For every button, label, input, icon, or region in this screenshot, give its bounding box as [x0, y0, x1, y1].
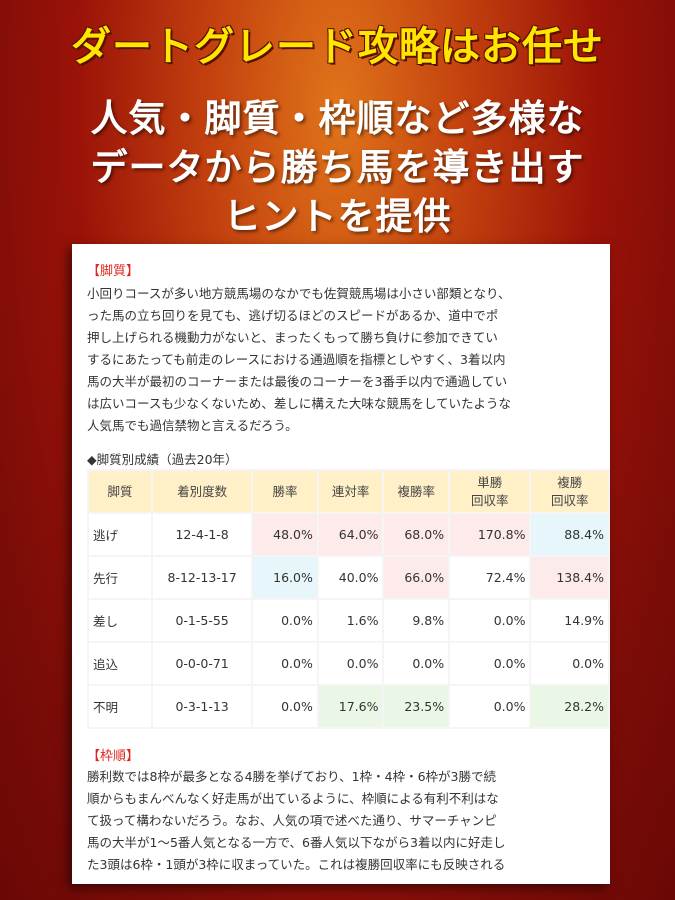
running-style-paragraph: 小回りコースが多い地方競馬場のなかでも佐賀競馬場は小さい部類となり、 った馬の立…: [87, 283, 610, 437]
column-header: 連対率: [316, 469, 385, 514]
row-label: 追込: [87, 641, 153, 686]
table-cell: 68.0%: [382, 512, 451, 557]
table-cell: 17.6%: [316, 684, 385, 729]
table-cell: 12-4-1-8: [150, 512, 254, 557]
paragraph-line: 馬の大半が1〜5番人気となる一方で、6番人気以下ながら3着以内に好走し: [87, 835, 506, 850]
table-cell: 48.0%: [251, 512, 319, 557]
table-cell: 0.0%: [251, 598, 319, 643]
table-cell: 8-12-13-17: [150, 555, 254, 600]
row-label: 先行: [87, 555, 153, 600]
table-row: 差し 0-1-5-55 0.0% 1.6% 9.8% 0.0% 14.9%: [87, 598, 610, 643]
table-row: 逃げ 12-4-1-8 48.0% 64.0% 68.0% 170.8% 88.4%: [87, 512, 610, 557]
paragraph-line: 小回りコースが多い地方競馬場のなかでも佐賀競馬場は小さい部類となり、: [87, 286, 511, 301]
running-style-results-table: 脚質 着別度数 勝率 連対率 複勝率 単勝 回収率 複勝 回収率 逃げ 12-4-1-8 48.0%…: [87, 469, 610, 729]
table-cell: 0.0%: [448, 641, 532, 686]
paragraph-line: 勝利数では8枠が最多となる4勝を挙げており、1枠・4枠・6枠が3勝で続: [87, 769, 496, 784]
table-cell: 64.0%: [316, 512, 385, 557]
table-cell: 0.0%: [382, 641, 451, 686]
row-label: 不明: [87, 684, 153, 729]
column-header: 複勝率: [382, 469, 451, 514]
paragraph-line: った馬の立ち回りを見ても、逃げ切るほどのスピードがあるか、道中でポ: [87, 308, 499, 323]
table-cell: 72.4%: [448, 555, 532, 600]
section-heading-running-style: 【脚質】: [87, 264, 140, 279]
section-heading-post-position: 【枠順】: [87, 749, 140, 764]
table-cell: 9.8%: [382, 598, 451, 643]
table-cell: 28.2%: [529, 684, 610, 729]
table-header-row: 脚質 着別度数 勝率 連対率 複勝率 単勝 回収率 複勝 回収率: [87, 469, 610, 514]
table-cell: 23.5%: [382, 684, 451, 729]
post-position-paragraph: 勝利数では8枠が最多となる4勝を挙げており、1枠・4枠・6枠が3勝で続 順からも…: [87, 766, 610, 876]
table-cell: 1.6%: [316, 598, 385, 643]
table-cell: 88.4%: [529, 512, 610, 557]
paragraph-line: 押し上げられる機動力がないと、まったくもって勝ち負けに参加できてい: [87, 330, 498, 345]
table-row: 追込 0-0-0-71 0.0% 0.0% 0.0% 0.0% 0.0%: [87, 641, 610, 686]
table-row: 不明 0-3-1-13 0.0% 17.6% 23.5% 0.0% 28.2%: [87, 684, 610, 729]
table-cell: 0.0%: [316, 641, 385, 686]
table-cell: 40.0%: [316, 555, 385, 600]
table-cell: 0.0%: [251, 641, 319, 686]
table-row: 先行 8-12-13-17 16.0% 40.0% 66.0% 72.4% 138.4%: [87, 555, 610, 600]
paragraph-line: て扱って構わないだろう。なお、人気の項で述べた通り、サマーチャンピ: [87, 813, 497, 828]
row-label: 差し: [87, 598, 153, 643]
column-header: 単勝 回収率: [448, 469, 532, 514]
column-header: 脚質: [87, 469, 153, 514]
table-cell: 0-1-5-55: [150, 598, 254, 643]
table-caption: ◆脚質別成績（過去20年）: [87, 452, 238, 467]
paragraph-line: 人気馬でも過信禁物と言えるだろう。: [87, 418, 298, 433]
table-cell: 14.9%: [529, 598, 610, 643]
column-header: 着別度数: [150, 469, 254, 514]
table-cell: 66.0%: [382, 555, 451, 600]
table-cell: 138.4%: [529, 555, 610, 600]
paragraph-line: するにあたっても前走のレースにおける通過順を指標としやすく、3着以内: [87, 352, 506, 367]
table-cell: 0-0-0-71: [150, 641, 254, 686]
subheadline-line-1: 人気・脚質・枠順など多様な: [90, 97, 585, 140]
subheadline-line-2: データから勝ち馬を導き出す: [90, 146, 585, 189]
table-cell: 16.0%: [251, 555, 319, 600]
paragraph-line: 順からもまんべんなく好走馬が出ているように、枠順による有利不利はな: [87, 791, 499, 806]
table-cell: 0.0%: [251, 684, 319, 729]
paragraph-line: は広いコースも少なくないため、差しに構えた大味な競馬をしていたような: [87, 396, 512, 411]
table-cell: 0-3-1-13: [150, 684, 254, 729]
table-cell: 0.0%: [529, 641, 610, 686]
row-label: 逃げ: [87, 512, 153, 557]
paragraph-line: た3頭は6枠・1頭が3枠に収まっていた。これは複勝回収率にも反映される: [87, 857, 506, 872]
column-header: 複勝 回収率: [529, 469, 610, 514]
table-cell: 0.0%: [448, 684, 532, 729]
paragraph-line: 馬の大半が最初のコーナーまたは最後のコーナーを3番手以内で通過してい: [87, 374, 508, 389]
column-header: 勝率: [251, 469, 319, 514]
subheadline-line-3: ヒントを提供: [223, 195, 452, 238]
table-cell: 0.0%: [448, 598, 532, 643]
headline: ダートグレード攻略はお任せ: [71, 24, 604, 70]
table-cell: 170.8%: [448, 512, 532, 557]
document-page[interactable]: 【脚質】 小回りコースが多い地方競馬場のなかでも佐賀競馬場は小さい部類となり、 …: [72, 244, 610, 884]
